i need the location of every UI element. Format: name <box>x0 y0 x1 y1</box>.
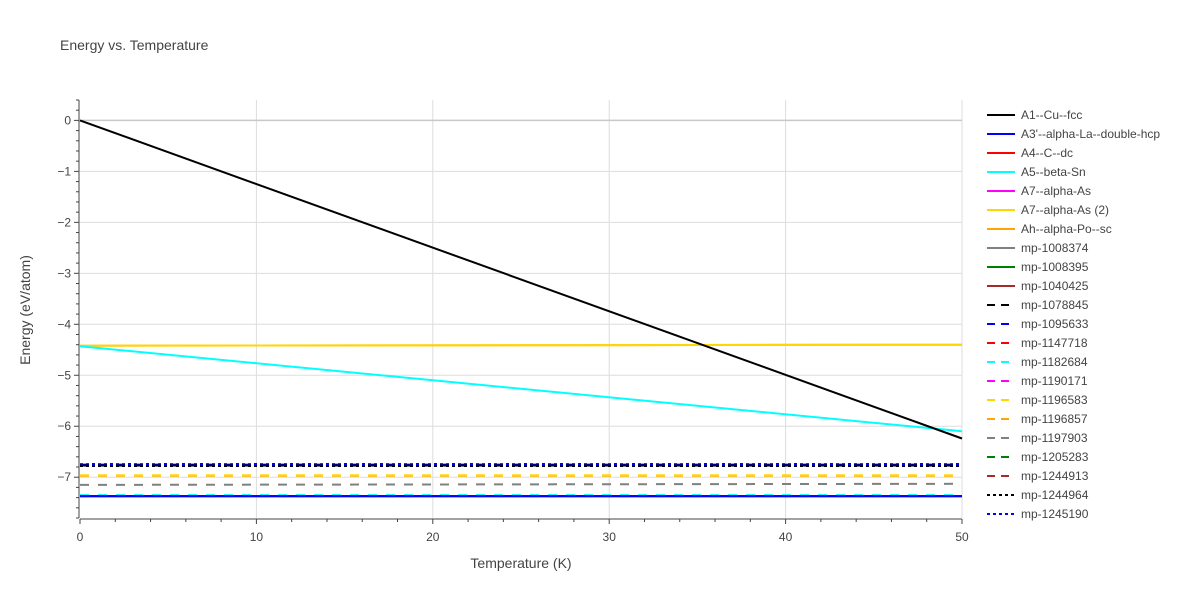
legend-label: A7--alpha-As <box>1021 184 1091 198</box>
legend-item[interactable]: mp-1040425 <box>987 279 1089 293</box>
legend-item[interactable]: A4--C--dc <box>987 146 1073 160</box>
legend[interactable]: A1--Cu--fcc A3'--alpha-La--double-hcp A4--… <box>987 108 1160 521</box>
legend-item[interactable]: mp-1182684 <box>987 355 1088 369</box>
series-line <box>79 345 963 433</box>
y-tick-label: −1 <box>57 164 71 178</box>
legend-label: mp-1095633 <box>1021 317 1089 331</box>
legend-item[interactable]: A1--Cu--fcc <box>987 108 1082 122</box>
legend-label: mp-1244913 <box>1021 469 1089 483</box>
legend-item[interactable]: A3'--alpha-La--double-hcp <box>987 127 1160 141</box>
legend-item[interactable]: A7--alpha-As (2) <box>987 203 1109 217</box>
legend-label: mp-1244964 <box>1021 488 1089 502</box>
legend-label: A7--alpha-As (2) <box>1021 203 1109 217</box>
y-tick-label: −7 <box>57 470 71 484</box>
legend-label: mp-1147718 <box>1021 336 1088 350</box>
y-tick-label: −2 <box>57 215 71 229</box>
legend-label: mp-1245190 <box>1021 507 1089 521</box>
tick-labels: 0 10 20 30 40 50 0 −1 −2 −3 −4 −5 −6 −7 <box>57 113 969 544</box>
legend-item[interactable]: mp-1197903 <box>987 431 1088 445</box>
x-axis-title: Temperature (K) <box>470 555 571 571</box>
legend-label: A3'--alpha-La--double-hcp <box>1021 127 1160 141</box>
legend-label: mp-1205283 <box>1021 450 1089 464</box>
legend-label: mp-1008374 <box>1021 241 1089 255</box>
legend-item[interactable]: mp-1078845 <box>987 298 1089 312</box>
legend-item[interactable]: mp-1196583 <box>987 393 1088 407</box>
y-tick-label: −6 <box>57 419 71 433</box>
legend-label: mp-1196583 <box>1021 393 1088 407</box>
legend-item[interactable]: mp-1244913 <box>987 469 1089 483</box>
legend-item[interactable]: mp-1245190 <box>987 507 1089 521</box>
axes <box>74 99 963 524</box>
legend-item[interactable]: mp-1008395 <box>987 260 1089 274</box>
legend-item[interactable]: A7--alpha-As <box>987 184 1091 198</box>
legend-item[interactable]: mp-1244964 <box>987 488 1089 502</box>
legend-label: mp-1197903 <box>1021 431 1088 445</box>
legend-label: mp-1190171 <box>1021 374 1088 388</box>
legend-label: A1--Cu--fcc <box>1021 108 1082 122</box>
x-tick-label: 50 <box>955 530 969 544</box>
legend-label: A4--C--dc <box>1021 146 1073 160</box>
y-tick-label: 0 <box>64 113 71 127</box>
legend-label: mp-1078845 <box>1021 298 1089 312</box>
legend-label: mp-1182684 <box>1021 355 1088 369</box>
y-tick-label: −3 <box>57 266 71 280</box>
y-tick-label: −5 <box>57 368 71 382</box>
legend-item[interactable]: A5--beta-Sn <box>987 165 1086 179</box>
x-tick-label: 10 <box>250 530 264 544</box>
series-lines <box>79 119 963 498</box>
legend-item[interactable]: mp-1095633 <box>987 317 1089 331</box>
chart-title: Energy vs. Temperature <box>60 37 209 53</box>
legend-item[interactable]: mp-1196857 <box>987 412 1088 426</box>
legend-label: mp-1196857 <box>1021 412 1088 426</box>
legend-item[interactable]: mp-1008374 <box>987 241 1089 255</box>
legend-item[interactable]: mp-1190171 <box>987 374 1088 388</box>
y-tick-label: −4 <box>57 317 71 331</box>
legend-item[interactable]: Ah--alpha-Po--sc <box>987 222 1112 236</box>
legend-item[interactable]: mp-1205283 <box>987 450 1089 464</box>
legend-label: A5--beta-Sn <box>1021 165 1086 179</box>
legend-label: mp-1040425 <box>1021 279 1089 293</box>
y-axis-title: Energy (eV/atom) <box>17 255 33 365</box>
x-tick-label: 40 <box>779 530 793 544</box>
x-tick-label: 30 <box>603 530 617 544</box>
legend-label: mp-1008395 <box>1021 260 1089 274</box>
legend-label: Ah--alpha-Po--sc <box>1021 222 1112 236</box>
x-tick-label: 20 <box>426 530 440 544</box>
x-tick-label: 0 <box>77 530 84 544</box>
series-line <box>79 343 963 347</box>
grid-lines <box>80 100 963 518</box>
legend-item[interactable]: mp-1147718 <box>987 336 1088 350</box>
series-line <box>79 119 963 440</box>
series-line <box>79 482 963 486</box>
